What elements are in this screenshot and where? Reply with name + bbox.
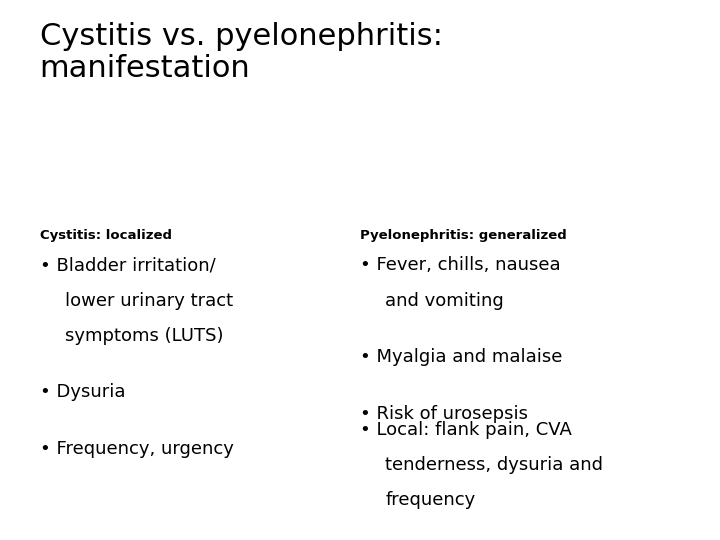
Text: • Fever, chills, nausea: • Fever, chills, nausea <box>360 256 561 274</box>
Text: • Frequency, urgency: • Frequency, urgency <box>40 440 233 458</box>
Text: tenderness, dysuria and: tenderness, dysuria and <box>385 456 603 474</box>
Text: Cystitis vs. pyelonephritis:
manifestation: Cystitis vs. pyelonephritis: manifestati… <box>40 22 443 83</box>
Text: • Dysuria: • Dysuria <box>40 383 125 401</box>
Text: • Risk of urosepsis: • Risk of urosepsis <box>360 405 528 423</box>
Text: • Myalgia and malaise: • Myalgia and malaise <box>360 348 562 366</box>
Text: lower urinary tract: lower urinary tract <box>65 292 233 309</box>
Text: Pyelonephritis: generalized: Pyelonephritis: generalized <box>360 230 567 242</box>
Text: • Local: flank pain, CVA: • Local: flank pain, CVA <box>360 421 572 439</box>
Text: • Bladder irritation/: • Bladder irritation/ <box>40 256 215 274</box>
Text: frequency: frequency <box>385 491 475 509</box>
Text: and vomiting: and vomiting <box>385 292 504 309</box>
Text: symptoms (LUTS): symptoms (LUTS) <box>65 327 223 345</box>
Text: Cystitis: localized: Cystitis: localized <box>40 230 171 242</box>
